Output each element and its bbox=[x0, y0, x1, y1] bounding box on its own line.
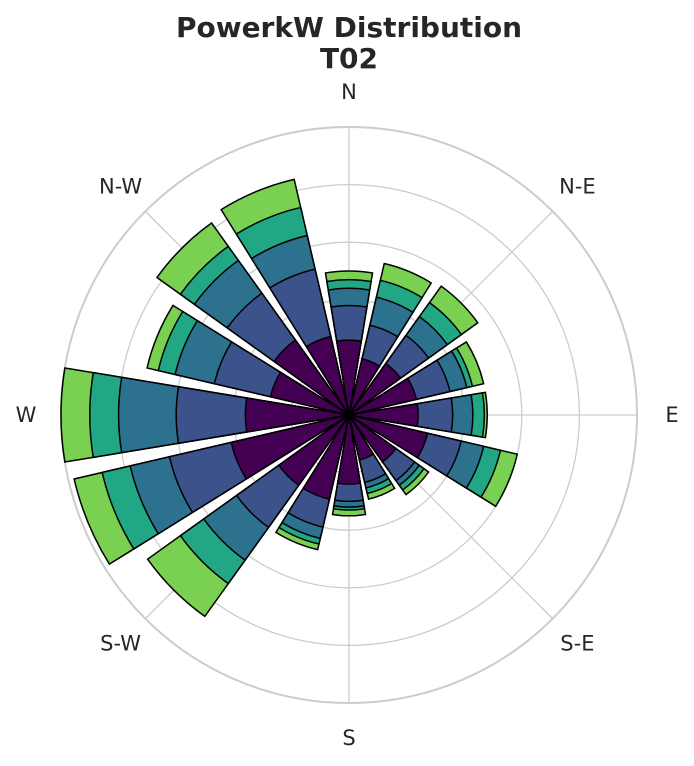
direction-labels: N N-E E S-E S S-W W N-W bbox=[16, 80, 679, 750]
bar-segment bbox=[305, 335, 350, 416]
sector-bar bbox=[155, 221, 350, 416]
bar-segment bbox=[348, 414, 375, 461]
bar-segment bbox=[277, 414, 350, 487]
direction-label: N-W bbox=[99, 175, 142, 199]
bar-segment bbox=[348, 357, 381, 416]
direction-label: N bbox=[341, 80, 357, 104]
bar-segment bbox=[273, 339, 350, 416]
direction-label: S-E bbox=[560, 631, 594, 655]
sector-bar bbox=[324, 270, 374, 416]
bar-segment bbox=[302, 414, 350, 501]
sector-bar bbox=[60, 367, 350, 463]
sector-bar bbox=[348, 391, 488, 439]
sector-bar bbox=[73, 414, 350, 566]
sector-bar bbox=[348, 262, 433, 416]
rose-bars bbox=[60, 178, 519, 618]
bar-segment bbox=[336, 414, 362, 485]
sector-bar bbox=[146, 304, 350, 416]
sector-bar bbox=[348, 414, 430, 496]
chart-title-line1: PowerkW Distribution bbox=[176, 11, 522, 44]
sector-bar bbox=[146, 414, 350, 618]
sector-bar bbox=[348, 414, 519, 508]
sector-bar bbox=[331, 414, 367, 517]
chart-title-line2: T02 bbox=[320, 42, 378, 75]
bar-segment bbox=[335, 339, 363, 416]
direction-label: S-W bbox=[100, 631, 141, 655]
bar-segment bbox=[348, 414, 397, 463]
bar-segment bbox=[230, 414, 350, 480]
sector-bar bbox=[220, 178, 350, 416]
direction-label: W bbox=[16, 403, 37, 427]
sector-bar bbox=[274, 414, 350, 551]
direction-label: N-E bbox=[559, 175, 596, 199]
direction-label: S bbox=[342, 726, 355, 750]
bar-segment bbox=[348, 362, 402, 416]
sector-bar bbox=[348, 340, 485, 416]
bar-segment bbox=[348, 377, 418, 416]
direction-label: E bbox=[665, 403, 678, 427]
bar-segment bbox=[269, 371, 350, 416]
sector-bar bbox=[348, 414, 396, 501]
bar-segment bbox=[244, 397, 350, 433]
bar-segment bbox=[348, 402, 419, 428]
sector-bar bbox=[348, 285, 479, 416]
bar-segment bbox=[348, 414, 429, 459]
